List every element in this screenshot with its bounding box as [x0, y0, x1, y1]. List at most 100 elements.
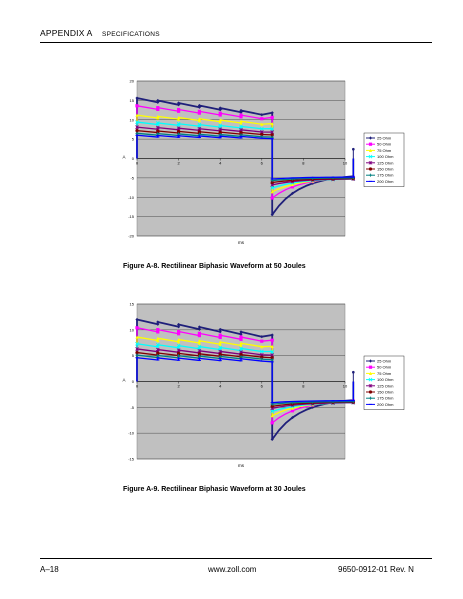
series-marker — [155, 121, 160, 125]
series-marker — [218, 127, 223, 132]
page-number: A–18 — [40, 565, 59, 574]
series-marker — [270, 213, 274, 217]
series-marker — [239, 341, 243, 345]
series-marker — [197, 109, 201, 113]
series-marker — [156, 100, 160, 104]
series-marker — [290, 409, 295, 413]
legend-label: 175 Ohm — [377, 173, 394, 178]
y-tick-label: 0 — [132, 156, 135, 161]
legend-label: 75 Ohm — [377, 148, 392, 153]
series-marker — [270, 122, 274, 126]
legend-label: 125 Ohm — [377, 160, 394, 165]
series-marker — [197, 331, 201, 335]
figure-caption-a8: Figure A-8. Rectilinear Biphasic Wavefor… — [123, 263, 306, 270]
legend-marker — [368, 359, 373, 363]
x-axis-label: ms — [238, 240, 245, 245]
series-marker — [156, 322, 160, 326]
y-tick-label: 0 — [132, 379, 135, 384]
series-marker — [218, 330, 222, 334]
x-axis-label: ms — [238, 463, 245, 468]
series-marker — [259, 126, 264, 131]
series-marker — [270, 356, 274, 360]
series-marker — [177, 103, 181, 107]
legend-marker — [368, 365, 373, 369]
y-tick-label: -5 — [130, 175, 134, 180]
series-line — [136, 357, 354, 404]
series-marker — [218, 335, 222, 340]
series-marker — [156, 328, 160, 332]
y-tick-label: -15 — [128, 457, 135, 462]
series-marker — [177, 329, 181, 334]
series-marker — [270, 421, 274, 425]
running-header: APPENDIX A SPECIFICATIONS — [40, 28, 425, 38]
legend-label: 125 Ohm — [377, 383, 394, 388]
y-axis-label: A — [122, 155, 125, 160]
series-marker — [177, 354, 181, 358]
series-marker — [156, 129, 160, 133]
series-marker — [239, 127, 243, 132]
y-tick-label: 15 — [130, 98, 135, 103]
series-marker — [270, 409, 275, 414]
legend-marker — [368, 136, 373, 140]
series-marker — [290, 406, 295, 410]
series-marker — [260, 355, 264, 359]
series-marker — [197, 352, 201, 356]
legend-label: 200 Ohm — [377, 402, 394, 407]
series-marker — [270, 414, 274, 418]
series-marker — [155, 342, 160, 347]
series-marker — [177, 132, 181, 136]
series-marker — [218, 120, 222, 124]
series-marker — [218, 352, 222, 356]
series-marker — [218, 130, 222, 134]
series-200-ohm — [135, 134, 355, 180]
series-marker — [290, 182, 295, 187]
end-spike-marker — [352, 370, 355, 374]
appendix-label: APPENDIX A — [40, 28, 93, 38]
x-tick-label: 4 — [219, 384, 222, 389]
series-marker — [177, 109, 181, 113]
series-marker — [135, 335, 139, 339]
series-200-ohm — [135, 357, 355, 404]
x-tick-label: 8 — [302, 384, 305, 389]
legend-marker — [368, 160, 373, 165]
series-marker — [156, 330, 160, 334]
series-marker — [177, 107, 181, 112]
series-marker — [218, 118, 222, 122]
series-marker — [197, 333, 201, 338]
series-marker — [197, 354, 201, 358]
series-marker — [177, 129, 181, 133]
y-tick-label: 15 — [130, 302, 135, 307]
x-tick-label: 6 — [261, 161, 264, 166]
series-marker — [259, 349, 264, 354]
series-marker — [156, 132, 160, 136]
series-marker — [135, 341, 139, 346]
series-marker — [197, 348, 202, 353]
series-marker — [290, 191, 295, 195]
legend-label: 150 Ohm — [377, 167, 394, 172]
footer-rule — [40, 558, 432, 559]
legend-marker — [368, 377, 373, 382]
series-marker — [135, 129, 139, 133]
x-tick-label: 0 — [136, 161, 139, 166]
series-marker — [135, 125, 139, 129]
legend-label: 50 Ohm — [377, 365, 392, 370]
series-marker — [239, 108, 243, 113]
series-marker — [218, 333, 222, 337]
series-marker — [177, 117, 181, 121]
series-marker — [239, 335, 243, 339]
series-marker — [177, 337, 181, 342]
y-tick-label: 5 — [132, 353, 135, 358]
series-marker — [156, 114, 160, 118]
series-marker — [176, 121, 181, 126]
legend-label: 200 Ohm — [377, 179, 394, 184]
series-marker — [270, 190, 274, 194]
legend-label: 25 Ohm — [377, 359, 392, 364]
series-marker — [260, 357, 264, 361]
series-marker — [197, 111, 201, 115]
series-marker — [218, 354, 222, 358]
series-marker — [197, 122, 202, 127]
series-marker — [197, 105, 201, 109]
series-marker — [260, 339, 264, 343]
legend-label: 150 Ohm — [377, 390, 394, 395]
series-marker — [290, 415, 295, 420]
